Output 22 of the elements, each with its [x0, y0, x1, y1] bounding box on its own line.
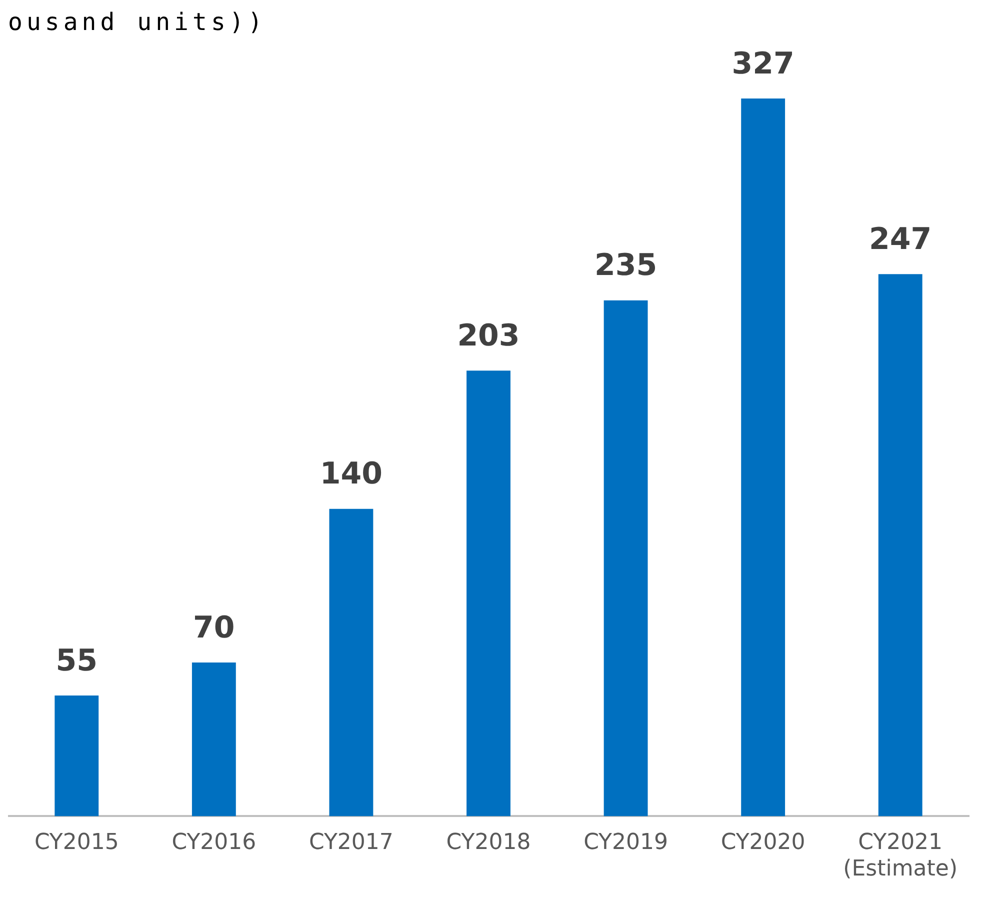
- bar: [54, 695, 99, 816]
- data-label: 55: [56, 643, 98, 678]
- bar: [878, 274, 922, 816]
- bar: [466, 370, 510, 816]
- bar: [192, 662, 236, 816]
- data-label: 235: [594, 248, 658, 284]
- x-tick-label: CY2016: [172, 830, 256, 856]
- bar: [604, 300, 648, 816]
- x-tick-label: CY2015: [34, 830, 119, 856]
- bar: [329, 508, 374, 816]
- data-label: 327: [732, 46, 794, 82]
- bar: [741, 98, 786, 816]
- chart-title: ousand units)): [8, 8, 266, 38]
- data-label: 70: [193, 610, 235, 646]
- data-label: 140: [320, 456, 383, 492]
- x-tick-label: CY2019: [584, 830, 668, 856]
- x-tick-label: CY2020: [720, 830, 806, 856]
- x-tick-label: CY2017: [309, 830, 394, 856]
- x-tick-label: CY2021 (Estimate): [843, 830, 958, 882]
- data-label: 203: [457, 318, 520, 354]
- data-label: 247: [869, 222, 932, 257]
- x-tick-label: CY2018: [446, 830, 531, 856]
